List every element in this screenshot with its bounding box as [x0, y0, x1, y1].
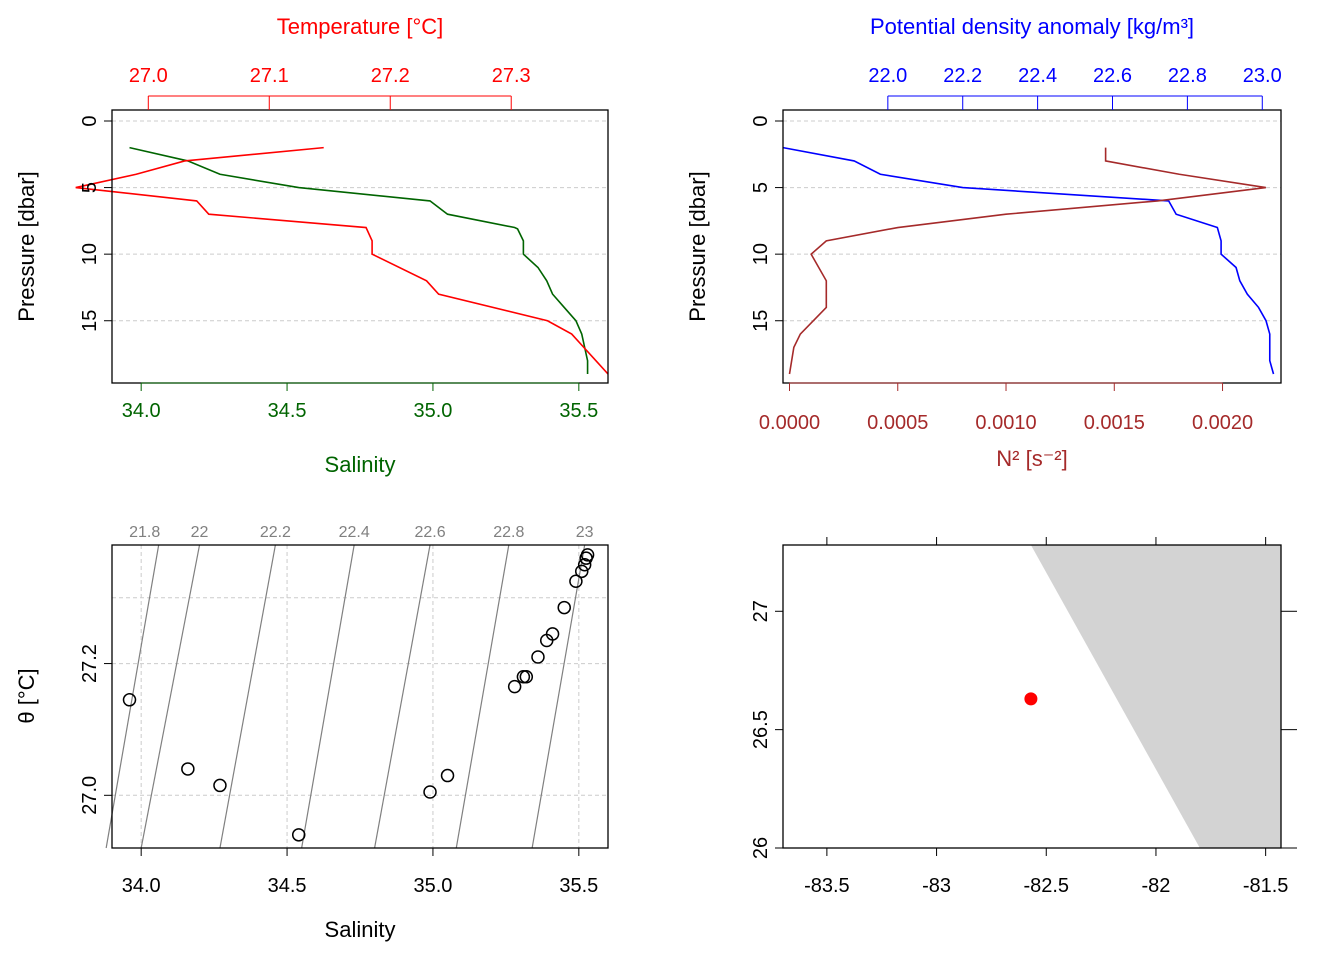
isopycnal-label: 22.2: [260, 524, 291, 541]
x-tick-label: -83: [922, 875, 951, 897]
y-tick-label: 0: [750, 115, 772, 126]
ts-point: [569, 574, 583, 588]
land-area: [1030, 545, 1281, 848]
x2-tick-label: 22.2: [943, 65, 982, 87]
x2-tick-label: 22.6: [1093, 65, 1132, 87]
isopycnal-label: 22: [191, 524, 209, 541]
x2-tick-label: 27.2: [371, 65, 410, 87]
ts-point: [580, 548, 595, 562]
x-axis-title: Salinity: [325, 917, 396, 942]
ts-point: [574, 564, 589, 579]
y-axis-title: Pressure [dbar]: [685, 171, 710, 321]
x-tick-label: 35.0: [413, 400, 452, 422]
ts-point: [545, 627, 560, 641]
isopycnal-line: [140, 544, 201, 849]
x-tick-label: 35.5: [559, 400, 598, 422]
y-tick-label: 27.0: [79, 776, 101, 815]
plot-frame: [111, 544, 609, 849]
x-tick-label: 34.5: [268, 400, 307, 422]
panel-salinity-temperature: 0 5 10 15 Pressure [dbar] 34.0 34.5 35.0 35.5 Sal…: [14, 14, 609, 477]
x-tick-label: 0.0010: [975, 412, 1036, 434]
ts-point: [507, 679, 522, 694]
isopycnal-line: [455, 544, 510, 849]
temperature-line: [75, 146, 609, 375]
x-tick-label: -81.5: [1243, 875, 1289, 897]
y-tick-label: 5: [750, 182, 772, 193]
y-tick-label: 26: [750, 837, 772, 859]
x-tick-label: -82.5: [1023, 875, 1069, 897]
x2-tick-label: 27.1: [250, 65, 289, 87]
ts-point: [122, 693, 137, 707]
ts-point: [577, 558, 592, 572]
salinity-line: [129, 146, 589, 374]
y-tick-label: 15: [750, 310, 772, 332]
isopycnal-label: 22.8: [493, 524, 524, 541]
y-tick-label: 5: [79, 182, 101, 193]
y-tick-label: 27: [750, 600, 772, 622]
isopycnal-label: 23: [576, 524, 594, 541]
ts-point: [423, 785, 437, 799]
ts-point: [516, 669, 531, 684]
x2-axis-title: Potential density anomaly [kg/m³]: [870, 14, 1194, 39]
x-tick-label: 0.0005: [867, 412, 928, 434]
panel-density-n2: 0 5 10 15 Pressure [dbar] 0.0000 0.0005 0.0010 0…: [685, 14, 1282, 471]
isopycnal-line: [301, 544, 355, 849]
isopycnal-line: [531, 544, 586, 849]
isopycnal-line: [373, 544, 431, 849]
x-tick-label: 35.0: [413, 875, 452, 897]
ts-point: [181, 762, 195, 776]
x2-tick-label: 23.0: [1243, 65, 1282, 87]
y-tick-label: 10: [750, 243, 772, 265]
n2-line: [788, 147, 1266, 375]
x-tick-label: 34.0: [122, 400, 161, 422]
y-tick-label: 15: [79, 310, 101, 332]
density-line: [782, 146, 1275, 375]
ts-point: [440, 768, 455, 783]
x-tick-label: 34.0: [122, 875, 161, 897]
x-axis-title: Salinity: [325, 452, 396, 477]
ts-point: [519, 669, 534, 684]
ts-point: [213, 778, 227, 793]
plot-frame: [782, 109, 1282, 384]
x-tick-label: 0.0015: [1084, 412, 1145, 434]
isopycnal-line: [105, 544, 160, 849]
ts-point: [557, 600, 571, 615]
ts-point: [291, 828, 306, 842]
isopycnal-label: 22.6: [414, 524, 445, 541]
x2-tick-label: 22.0: [868, 65, 907, 87]
x-tick-label: -83.5: [804, 875, 850, 897]
map-frame: [782, 544, 1282, 849]
y-tick-label: 0: [79, 115, 101, 126]
x-tick-label: -82: [1141, 875, 1170, 897]
x2-tick-label: 27.0: [129, 65, 168, 87]
panel-station-map: -83.5 -83 -82.5 -82 -81.5 26 26.5 27: [750, 537, 1297, 897]
x-tick-label: 0.0000: [759, 412, 820, 434]
y-tick-label: 26.5: [750, 710, 772, 749]
y-axis-title: θ [°C]: [14, 668, 39, 723]
x2-tick-label: 27.3: [492, 65, 531, 87]
isopycnal-label: 21.8: [129, 524, 160, 541]
x-tick-label: 34.5: [268, 875, 307, 897]
x2-axis-title: Temperature [°C]: [277, 14, 444, 39]
y-tick-label: 27.2: [79, 644, 101, 683]
x2-tick-label: 22.4: [1018, 65, 1057, 87]
y-axis-title: Pressure [dbar]: [14, 171, 39, 321]
ts-point: [531, 650, 545, 664]
station-marker: [1024, 692, 1038, 706]
isopycnal-line: [219, 544, 276, 849]
x-axis-title: N² [s⁻²]: [996, 446, 1068, 471]
y-tick-label: 10: [79, 243, 101, 265]
x-tick-label: 35.5: [559, 875, 598, 897]
plot-frame: [111, 109, 609, 384]
isopycnal-label: 22.4: [339, 524, 370, 541]
x-tick-label: 0.0020: [1192, 412, 1253, 434]
panel-ts-diagram: 21.8 22 22.2 22.4 22.6 22.8 23 34.0 34.5 35.0 35.5…: [14, 524, 609, 942]
x2-tick-label: 22.8: [1168, 65, 1207, 87]
